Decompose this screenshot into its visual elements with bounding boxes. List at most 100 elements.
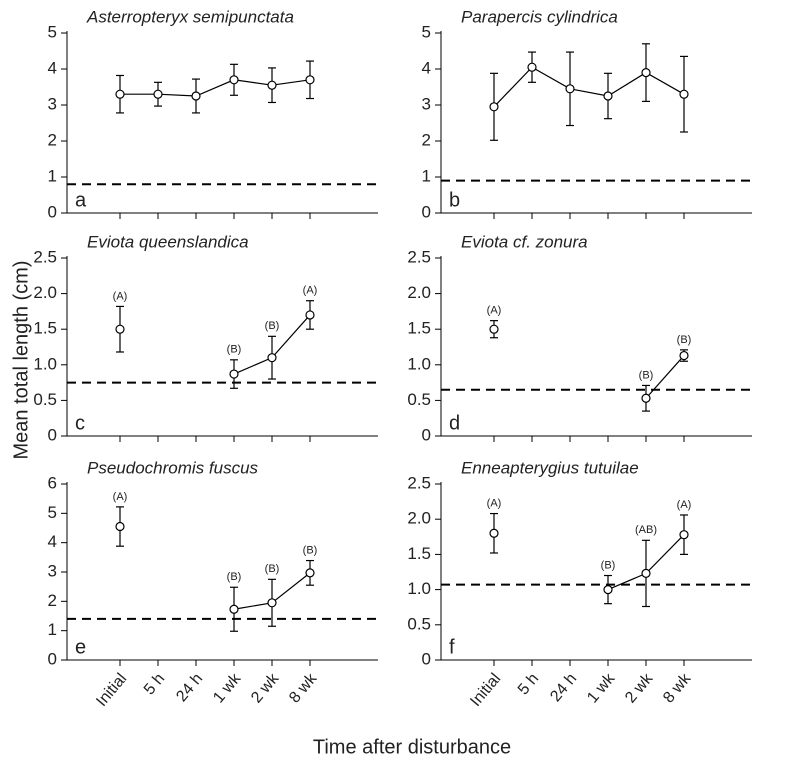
y-tick-label: 2 <box>422 130 431 149</box>
panel-title: Pseudochromis fuscus <box>87 458 259 477</box>
value-label: (A) <box>303 285 318 297</box>
panel-label: c <box>75 412 85 434</box>
y-tick-label: 2.0 <box>407 283 431 302</box>
value-label: (B) <box>227 344 242 356</box>
panel-title: Parapercis cylindrica <box>461 7 618 26</box>
data-point <box>115 89 125 99</box>
y-tick-label: 0 <box>48 425 57 444</box>
y-tick-label: 4 <box>48 532 57 551</box>
x-tick-label: 1 wk <box>584 670 619 707</box>
y-tick-label: 3 <box>48 561 57 580</box>
x-tick-label: 8 wk <box>660 670 695 707</box>
y-axis-label: Mean total length (cm) <box>10 261 32 460</box>
panel-title: Eviota cf. zonura <box>461 232 588 251</box>
value-label: (AB) <box>635 524 657 536</box>
x-tick-label: 5 h <box>515 670 542 698</box>
x-tick-label: Initial <box>93 670 130 710</box>
y-tick-label: 2.0 <box>407 509 431 528</box>
y-tick-label: 0.5 <box>407 390 431 409</box>
panel-label: f <box>449 636 455 658</box>
y-tick-label: 1 <box>422 166 431 185</box>
data-point <box>267 80 277 90</box>
y-tick-label: 1.0 <box>407 354 431 373</box>
data-point <box>679 530 689 540</box>
value-label: (B) <box>677 334 692 346</box>
data-point <box>229 369 239 379</box>
panel-title: Enneapterygius tutuilae <box>461 458 639 477</box>
data-point <box>115 521 125 532</box>
data-point <box>565 84 575 94</box>
y-tick-label: 1 <box>48 166 57 185</box>
panel-label: b <box>449 189 460 211</box>
y-tick-label: 1.0 <box>33 354 57 373</box>
y-tick-label: 2.5 <box>407 473 431 492</box>
data-point <box>641 568 651 579</box>
data-line <box>493 66 685 108</box>
data-point <box>489 102 499 112</box>
x-tick-label: 24 h <box>173 670 206 705</box>
data-point <box>679 89 689 99</box>
data-point <box>267 598 277 608</box>
value-label: (B) <box>639 369 654 381</box>
value-label: (A) <box>487 497 502 509</box>
data-point <box>305 75 315 85</box>
y-tick-label: 2 <box>48 591 57 610</box>
y-tick-label: 2.0 <box>33 283 57 302</box>
y-tick-label: 5 <box>422 22 431 41</box>
data-point <box>115 324 125 334</box>
value-label: (A) <box>487 305 502 317</box>
value-label: (A) <box>113 491 128 503</box>
y-tick-label: 0.5 <box>33 390 57 409</box>
x-tick-label: 5 h <box>141 670 168 698</box>
x-tick-label: 2 wk <box>622 670 657 707</box>
y-tick-label: 0 <box>422 202 431 221</box>
value-label: (B) <box>227 571 242 583</box>
data-point <box>191 91 201 101</box>
data-point <box>229 604 239 614</box>
y-tick-label: 0 <box>48 649 57 668</box>
data-point <box>267 353 277 363</box>
data-point <box>305 310 315 320</box>
panel-title: Eviota queenslandica <box>87 232 249 251</box>
y-tick-label: 3 <box>422 94 431 113</box>
y-tick-label: 5 <box>48 503 57 522</box>
data-line <box>120 79 311 97</box>
y-tick-label: 1.5 <box>33 319 57 338</box>
x-axis-label: Time after disturbance <box>313 736 511 758</box>
y-tick-label: 4 <box>48 58 57 77</box>
value-label: (B) <box>265 563 280 575</box>
panel-title: Asterropteryx semipunctata <box>86 7 294 26</box>
x-tick-label: 24 h <box>547 670 580 705</box>
y-tick-label: 0.5 <box>407 614 431 633</box>
value-label: (B) <box>303 544 318 556</box>
panel-label: d <box>449 412 460 434</box>
value-label: (B) <box>265 320 280 332</box>
data-point <box>153 89 163 99</box>
y-tick-label: 0 <box>422 649 431 668</box>
value-label: (A) <box>113 290 128 302</box>
y-tick-label: 2.5 <box>407 247 431 266</box>
x-tick-label: 2 wk <box>248 670 283 707</box>
data-point <box>527 62 537 72</box>
y-tick-label: 1 <box>48 620 57 639</box>
y-tick-label: 1.5 <box>407 544 431 563</box>
value-label: (B) <box>601 559 616 571</box>
y-tick-label: 2 <box>48 130 57 149</box>
data-line <box>645 355 685 399</box>
data-point <box>603 91 613 101</box>
y-tick-label: 0 <box>48 202 57 221</box>
data-point <box>489 528 499 538</box>
y-tick-label: 6 <box>48 473 57 492</box>
y-tick-label: 3 <box>48 94 57 113</box>
x-tick-label: Initial <box>467 670 504 710</box>
y-tick-label: 5 <box>48 22 57 41</box>
panel-label: e <box>75 636 86 658</box>
y-tick-label: 0 <box>422 425 431 444</box>
value-label: (A) <box>677 499 692 511</box>
data-point <box>679 350 689 361</box>
data-point <box>229 75 239 85</box>
panel-label: a <box>75 189 87 211</box>
data-point <box>641 393 651 403</box>
y-tick-label: 4 <box>422 58 431 77</box>
